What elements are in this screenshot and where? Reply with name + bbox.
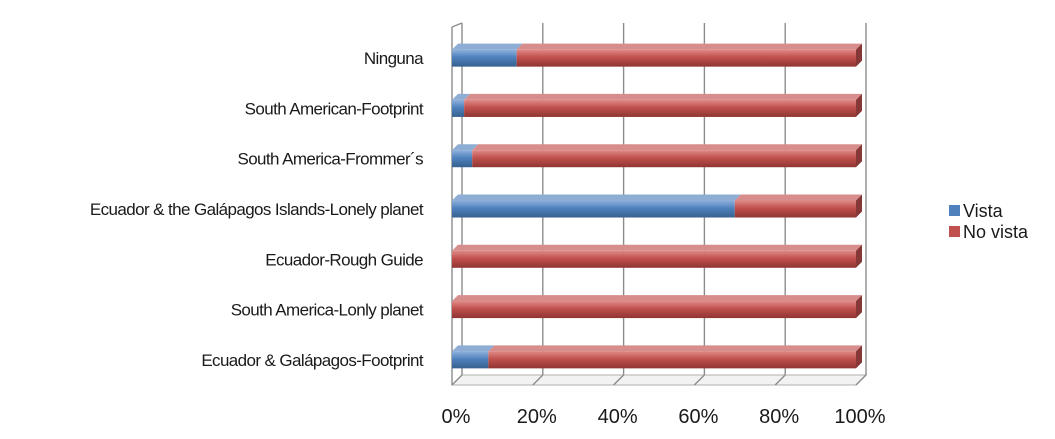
x-tick-label: 40% [598, 406, 638, 428]
bar-end-cap [856, 194, 862, 218]
category-label: Ecuador & Galápagos-Footprint [201, 351, 424, 370]
legend-label: Vista [963, 201, 1004, 221]
bar-end-cap [856, 43, 862, 67]
bar-end-cap [856, 345, 862, 369]
legend-item: No vista [949, 222, 1029, 242]
bar-segment-vista [452, 93, 471, 117]
chart-floor [450, 374, 868, 386]
x-axis-tick-labels: 0% 20% 40% 60% 80% 100% [442, 406, 886, 428]
category-labels: Ninguna South American-Footprint South Ame… [90, 49, 425, 370]
bar-segment-no-vista [516, 43, 862, 67]
bar-end-cap [856, 144, 862, 168]
gridline [855, 23, 867, 386]
bar-segment-no-vista [464, 93, 862, 117]
bar-segment-vista [452, 144, 479, 168]
legend-swatch [949, 205, 960, 216]
x-tick-label: 80% [759, 406, 799, 428]
bar-segment-no-vista [734, 194, 862, 218]
x-tick-label: 20% [517, 406, 557, 428]
bar-segment-vista [452, 194, 741, 218]
category-label: Ninguna [364, 49, 424, 68]
bar-segment-no-vista [488, 345, 862, 369]
category-label: South America-Frommer´s [237, 150, 423, 169]
bar-end-cap [856, 244, 862, 268]
x-tick-label: 100% [834, 406, 885, 428]
bar-end-cap [856, 295, 862, 319]
legend-swatch [949, 226, 960, 237]
category-label: South American-Footprint [245, 99, 424, 118]
left-wall-top [451, 22, 463, 28]
bar-segment-no-vista [452, 295, 862, 319]
legend-label: No vista [963, 222, 1029, 242]
bar-segment-vista [452, 345, 495, 369]
bar-segment-no-vista [452, 244, 862, 268]
x-tick-label: 0% [442, 406, 471, 428]
x-tick-label: 60% [678, 406, 718, 428]
legend-item: Vista [949, 201, 1004, 221]
bar-end-cap [856, 93, 862, 117]
bar-segment-vista [452, 43, 523, 67]
bars [452, 43, 862, 369]
category-label: Ecuador-Rough Guide [265, 250, 423, 269]
bar-segment-no-vista [472, 144, 862, 168]
category-label: Ecuador & the Galápagos Islands-Lonely p… [90, 200, 424, 219]
category-label: South America-Lonly planet [231, 301, 424, 320]
